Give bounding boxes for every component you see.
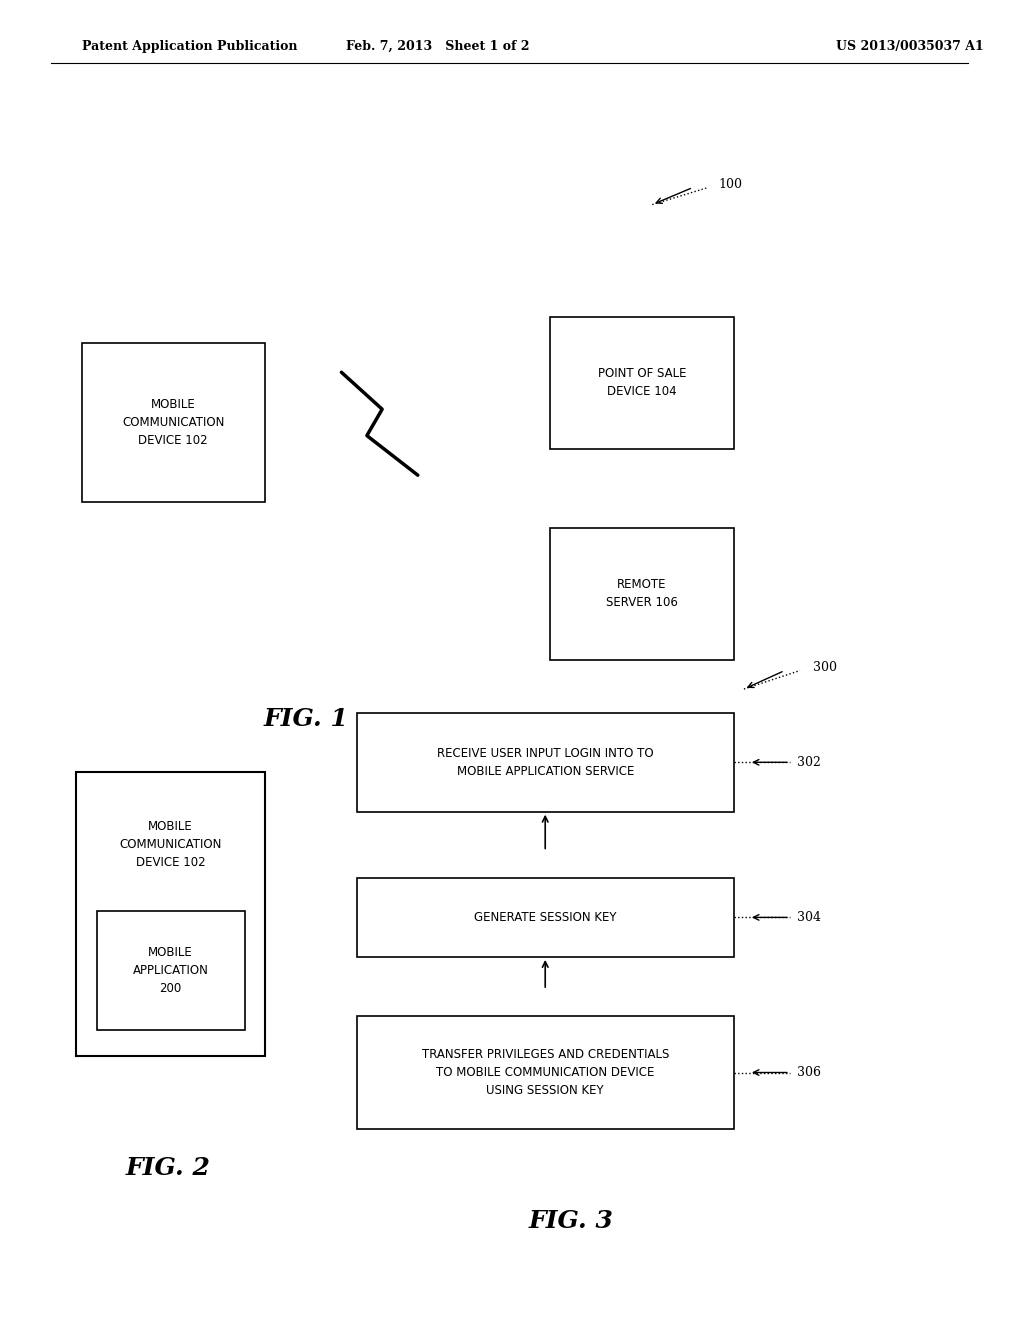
Text: RECEIVE USER INPUT LOGIN INTO TO
MOBILE APPLICATION SERVICE: RECEIVE USER INPUT LOGIN INTO TO MOBILE …	[437, 747, 653, 777]
FancyBboxPatch shape	[550, 317, 734, 449]
FancyBboxPatch shape	[77, 772, 265, 1056]
Text: FIG. 1: FIG. 1	[263, 708, 348, 731]
Text: POINT OF SALE
DEVICE 104: POINT OF SALE DEVICE 104	[598, 367, 686, 399]
Text: MOBILE
COMMUNICATION
DEVICE 102: MOBILE COMMUNICATION DEVICE 102	[120, 820, 222, 870]
Text: Patent Application Publication: Patent Application Publication	[82, 40, 297, 53]
Text: FIG. 3: FIG. 3	[528, 1209, 613, 1233]
FancyBboxPatch shape	[82, 343, 265, 502]
FancyBboxPatch shape	[97, 911, 245, 1030]
Text: MOBILE
COMMUNICATION
DEVICE 102: MOBILE COMMUNICATION DEVICE 102	[122, 397, 224, 447]
Text: TRANSFER PRIVILEGES AND CREDENTIALS
TO MOBILE COMMUNICATION DEVICE
USING SESSION: TRANSFER PRIVILEGES AND CREDENTIALS TO M…	[422, 1048, 669, 1097]
Text: 302: 302	[797, 756, 821, 768]
Text: 100: 100	[719, 178, 742, 191]
FancyBboxPatch shape	[550, 528, 734, 660]
FancyBboxPatch shape	[356, 713, 734, 812]
Text: 306: 306	[797, 1067, 821, 1078]
FancyBboxPatch shape	[356, 1016, 734, 1129]
Text: Feb. 7, 2013   Sheet 1 of 2: Feb. 7, 2013 Sheet 1 of 2	[346, 40, 530, 53]
Text: 300: 300	[813, 661, 838, 675]
Text: 304: 304	[797, 911, 821, 924]
Text: MOBILE
APPLICATION
200: MOBILE APPLICATION 200	[133, 945, 209, 995]
Text: GENERATE SESSION KEY: GENERATE SESSION KEY	[474, 911, 616, 924]
Text: REMOTE
SERVER 106: REMOTE SERVER 106	[606, 578, 678, 610]
FancyBboxPatch shape	[356, 878, 734, 957]
Text: US 2013/0035037 A1: US 2013/0035037 A1	[836, 40, 983, 53]
Text: FIG. 2: FIG. 2	[126, 1156, 211, 1180]
